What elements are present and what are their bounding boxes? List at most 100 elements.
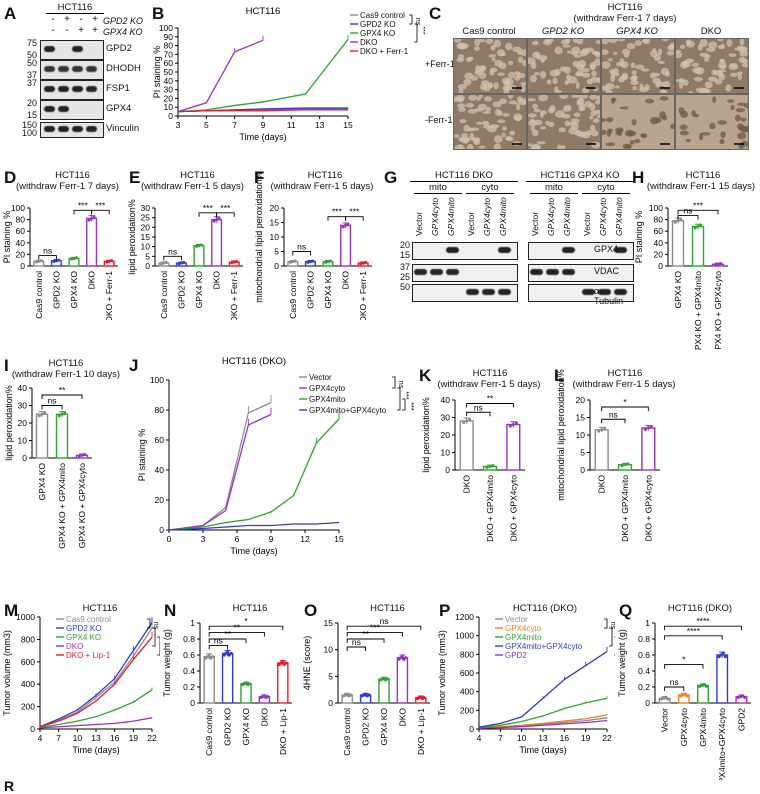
cell-blob — [726, 39, 733, 47]
panel-a-western-blot: A HCT116 GPD2 KO GPX4 KO - + - + - - + + GPD2 75… — [0, 0, 150, 150]
cell-blob — [485, 106, 492, 112]
panel-m-label: M — [4, 601, 19, 620]
y-axis-label: Tumor weight (g) — [162, 629, 172, 697]
micrograph-texture — [678, 96, 748, 149]
panel-a-cond-mark: + — [92, 25, 98, 36]
cell-blob — [575, 81, 580, 89]
significance-label: * — [623, 397, 627, 407]
legend-entry: GPX4mito+GPX4cyto — [505, 642, 583, 651]
significance-label: ns — [48, 396, 57, 406]
cell-blob — [703, 57, 710, 62]
data-point — [344, 223, 348, 227]
cell-blob — [708, 41, 718, 49]
x-tick-label: 16 — [560, 733, 570, 743]
x-tick-label: DKO + Ferr-1 — [358, 271, 368, 320]
y-tick-label: 0 — [168, 111, 173, 121]
significance-bracket — [327, 216, 347, 221]
panel-g-fraction-label: cyto — [466, 182, 514, 194]
data-point — [229, 651, 233, 655]
cell-blob — [482, 124, 492, 129]
panel-q-label: Q — [619, 601, 633, 620]
data-point — [230, 261, 234, 265]
data-point — [514, 421, 518, 425]
y-tick-label: 20 — [155, 495, 165, 505]
cell-blob — [554, 46, 563, 55]
panel-a-cond-1: GPD2 KO — [103, 16, 144, 26]
x-tick-label: 3 — [201, 534, 206, 544]
data-point — [293, 259, 297, 263]
panel-c-micrograph — [527, 38, 601, 94]
panel-m-title: HCT116 — [82, 603, 118, 614]
panel-e-label: E — [129, 168, 141, 187]
panel-c-micrograph — [601, 94, 675, 150]
cell-blob — [532, 40, 539, 46]
cell-blob — [520, 84, 526, 93]
cell-blob — [553, 89, 563, 93]
y-tick-label: 400 — [21, 679, 35, 689]
y-tick-label: 10 — [441, 448, 451, 458]
data-point — [717, 655, 721, 659]
y-tick-label: 1 — [190, 618, 195, 628]
y-tick-label: 10 — [18, 436, 28, 446]
series-line — [39, 627, 153, 728]
cell-blob — [679, 124, 688, 130]
cell-blob — [454, 144, 465, 149]
cell-blob — [590, 129, 599, 137]
cell-blob — [630, 62, 636, 69]
panel-g-lane-label: Vector — [530, 211, 540, 236]
x-tick-label: DKO + Lip-1 — [416, 708, 426, 755]
y-tick-label: 5 — [145, 251, 150, 261]
cell-blob — [602, 118, 607, 123]
legend-entry: GPX4mito+GPX4cyto — [309, 406, 387, 415]
bar — [277, 662, 289, 704]
panel-a-cond-mark: - — [51, 25, 55, 36]
panel-a-band — [72, 86, 83, 92]
cell-blob — [634, 138, 641, 144]
cell-blob — [459, 119, 467, 124]
data-point — [597, 429, 601, 433]
data-point — [107, 259, 111, 263]
cell-blob — [664, 71, 670, 77]
data-point — [491, 464, 495, 468]
x-axis-label: Time (days) — [72, 745, 119, 755]
cell-blob — [693, 113, 700, 118]
data-point — [235, 259, 239, 263]
y-tick-label: 15 — [576, 413, 586, 423]
cell-blob — [546, 79, 552, 85]
panel-a-band — [44, 86, 55, 92]
y-axis-label: PI staining % — [137, 429, 147, 482]
significance-label: ns — [43, 246, 52, 256]
panel-a-band — [58, 86, 69, 92]
cell-blob — [593, 109, 600, 114]
significance-bracket — [345, 216, 364, 221]
y-tick-label: 5 — [328, 671, 333, 681]
data-point — [247, 682, 251, 686]
significance-bracket — [292, 251, 311, 256]
cell-blob — [544, 39, 551, 43]
panel-a-band — [58, 106, 69, 112]
bar — [340, 224, 352, 267]
panel-g-mw-marker: 25 — [399, 272, 410, 282]
significance-bracket — [346, 632, 403, 637]
panel-a-band — [58, 126, 69, 132]
x-tick-label: DKO + GPX4mito — [485, 475, 495, 542]
y-tick-label: 20 — [270, 203, 280, 213]
x-tick-label: 7 — [498, 733, 503, 743]
panel-f-plot: 0 5 10 15 20 mitochondrial lipid peroxidation… — [254, 171, 372, 320]
significance-bracket — [466, 403, 514, 408]
legend-entry: GPX4 KO — [66, 633, 101, 642]
bar — [35, 413, 49, 459]
data-point — [308, 260, 312, 264]
y-tick-label: 20 — [164, 93, 174, 103]
significance-label: ns — [397, 381, 404, 389]
y-tick-label: 0 — [274, 261, 279, 271]
cell-blob — [563, 104, 572, 110]
panel-g-band — [562, 269, 575, 275]
x-tick-label: 4 — [38, 733, 43, 743]
significance-bracket — [664, 686, 685, 691]
cell-blob — [559, 66, 567, 72]
cell-blob — [712, 96, 717, 104]
data-point — [649, 424, 653, 428]
panel-a-cond-mark: + — [92, 14, 98, 25]
panel-a-mw-marker: 150 — [21, 120, 37, 130]
